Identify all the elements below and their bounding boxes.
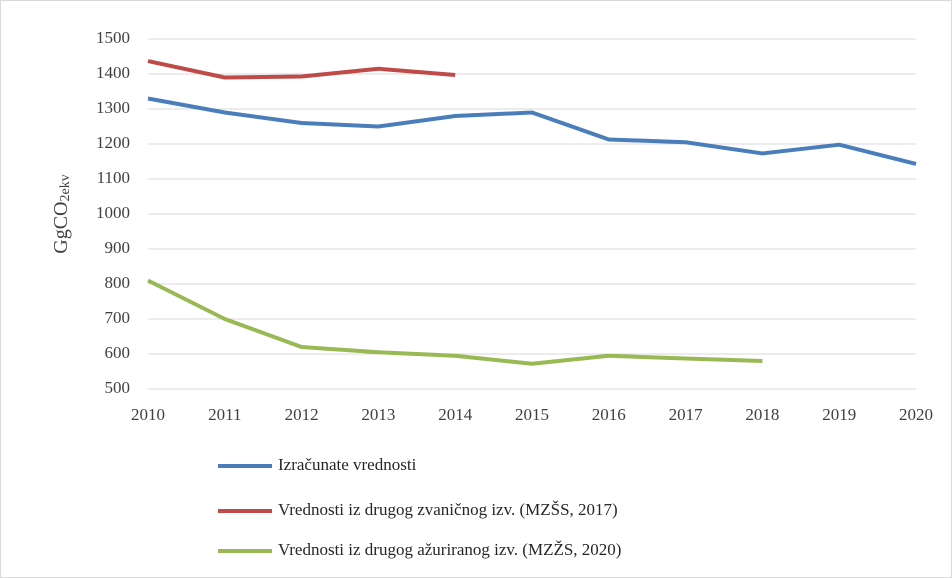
x-tick-label: 2019 (822, 405, 856, 424)
y-tick-label: 900 (105, 238, 131, 257)
y-tick-label: 500 (105, 378, 131, 397)
y-axis-label-main: GgCO (50, 201, 72, 253)
y-tick-label: 800 (105, 273, 131, 292)
x-tick-label: 2013 (361, 405, 395, 424)
y-tick-label: 600 (105, 343, 131, 362)
x-tick-label: 2011 (208, 405, 241, 424)
series-line (147, 59, 456, 80)
y-tick-label: 1500 (96, 28, 130, 47)
y-tick-label: 1000 (96, 203, 130, 222)
legend-label: Vrednosti iz drugog zvaničnog izv. (MZŠS… (278, 500, 618, 519)
x-tick-label: 2018 (745, 405, 779, 424)
y-tick-label: 700 (105, 308, 131, 327)
x-tick-label: 2010 (131, 405, 165, 424)
series-line (147, 278, 763, 366)
x-tick-label: 2017 (669, 405, 704, 424)
legend-label: Vrednosti iz drugog ažuriranog izv. (MZŽ… (278, 540, 621, 559)
x-tick-label: 2012 (285, 405, 319, 424)
x-tick-label: 2020 (899, 405, 933, 424)
y-axis-label-subscript: 2ekv (58, 174, 73, 201)
x-tick-label: 2015 (515, 405, 549, 424)
legend-label: Izračunate vrednosti (278, 455, 417, 474)
series-line (147, 96, 917, 166)
y-tick-label: 1300 (96, 98, 130, 117)
y-tick-label: 1200 (96, 133, 130, 152)
x-tick-label: 2014 (438, 405, 473, 424)
y-axis-label: GgCO2ekv (50, 174, 74, 253)
y-tick-label: 1100 (97, 168, 130, 187)
x-tick-label: 2016 (592, 405, 626, 424)
y-tick-label: 1400 (96, 63, 130, 82)
